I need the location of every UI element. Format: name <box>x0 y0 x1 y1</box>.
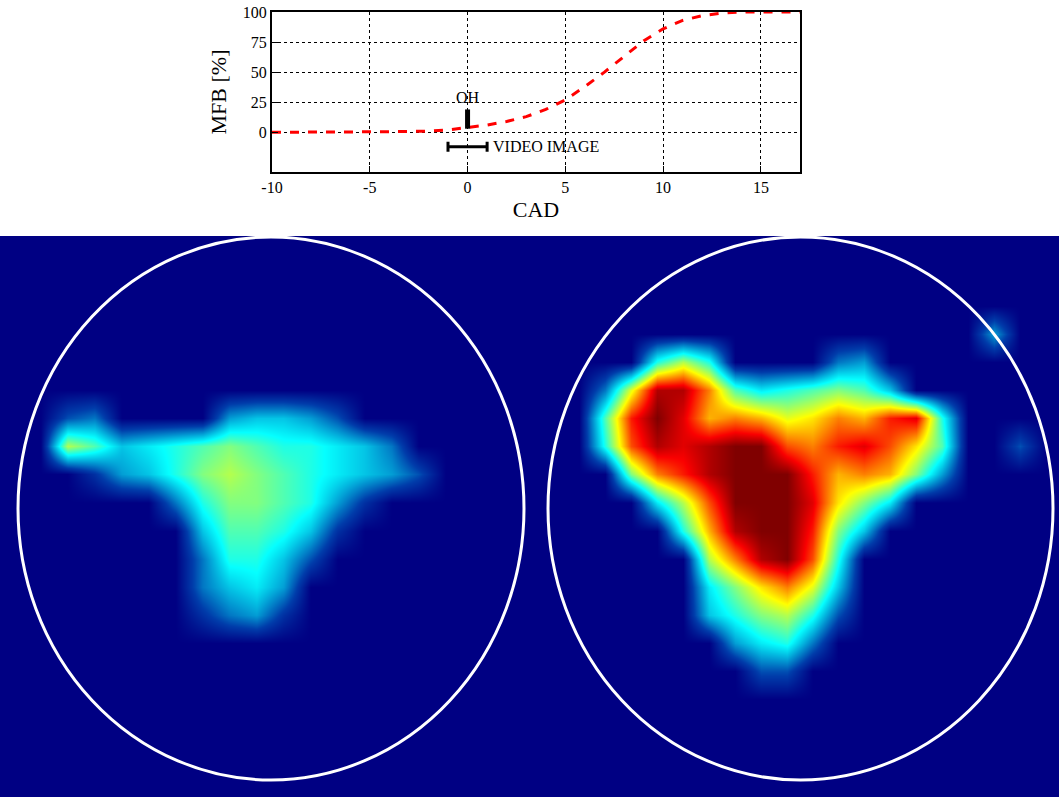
svg-text:10: 10 <box>655 179 671 196</box>
svg-text:CAD: CAD <box>513 197 559 222</box>
svg-text:100: 100 <box>243 4 267 21</box>
svg-text:15: 15 <box>753 179 769 196</box>
svg-text:0: 0 <box>259 124 267 141</box>
svg-text:75: 75 <box>251 34 267 51</box>
svg-text:5: 5 <box>561 179 569 196</box>
svg-text:50: 50 <box>251 64 267 81</box>
svg-text:VIDEO IMAGE: VIDEO IMAGE <box>493 138 599 155</box>
svg-text:OH: OH <box>456 89 480 106</box>
svg-text:25: 25 <box>251 94 267 111</box>
svg-text:-5: -5 <box>363 179 376 196</box>
svg-text:0: 0 <box>464 179 472 196</box>
svg-text:MFB [%]: MFB [%] <box>206 50 231 135</box>
svg-text:-10: -10 <box>261 179 282 196</box>
